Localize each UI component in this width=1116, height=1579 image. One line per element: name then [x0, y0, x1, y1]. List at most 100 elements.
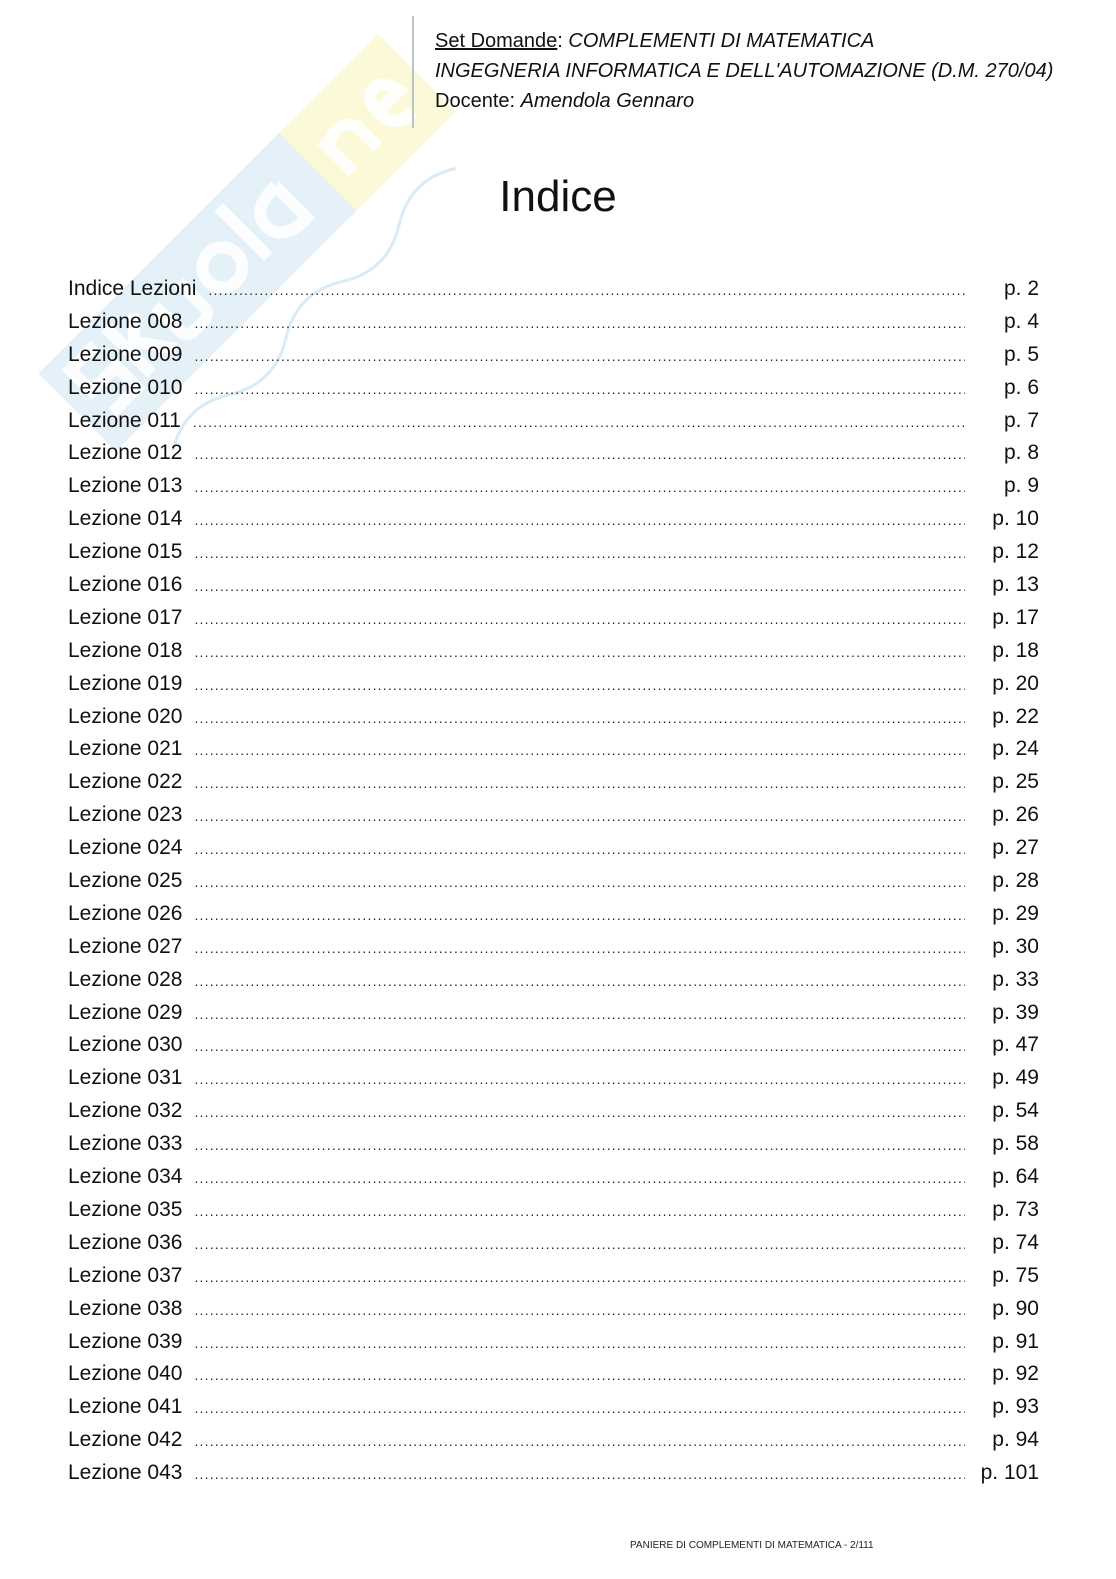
toc-entry-page[interactable]: p. 64 [992, 1165, 1039, 1189]
toc-entry-label[interactable]: Lezione 031 [68, 1066, 183, 1090]
toc-entry[interactable]: Lezione 037 p. 75 [68, 1264, 1039, 1297]
toc-entry-page[interactable]: p. 25 [992, 770, 1039, 794]
toc-entry[interactable]: Lezione 019 p. 20 [68, 672, 1039, 705]
toc-entry-label[interactable]: Lezione 020 [68, 704, 183, 728]
toc-entry-label[interactable]: Lezione 016 [68, 573, 183, 597]
toc-entry-label[interactable]: Lezione 018 [68, 638, 183, 662]
toc-entry-label[interactable]: Lezione 009 [68, 342, 183, 366]
toc-entry[interactable]: Lezione 026 p. 29 [68, 902, 1039, 935]
toc-entry-label[interactable]: Lezione 043 [68, 1461, 183, 1485]
toc-entry-label[interactable]: Lezione 014 [68, 507, 183, 531]
toc-entry-page[interactable]: p. 2 [1003, 277, 1039, 300]
toc-entry[interactable]: Lezione 020 p. 22 [68, 705, 1039, 738]
toc-entry-label[interactable]: Lezione 035 [68, 1197, 183, 1221]
toc-entry[interactable]: Lezione 021 p. 24 [68, 737, 1039, 770]
toc-entry-page[interactable]: p. 49 [992, 1066, 1039, 1090]
toc-entry[interactable]: Lezione 033 p. 58 [68, 1132, 1039, 1165]
toc-entry[interactable]: Lezione 042 p. 94 [68, 1428, 1039, 1461]
toc-entry-label[interactable]: Lezione 022 [68, 770, 183, 794]
toc-entry-label[interactable]: Lezione 023 [68, 803, 183, 827]
toc-entry-page[interactable]: p. 24 [992, 737, 1039, 761]
toc-entry[interactable]: Lezione 016 p. 13 [68, 573, 1039, 606]
toc-entry-label[interactable]: Lezione 010 [68, 375, 183, 399]
toc-entry-page[interactable]: p. 4 [1003, 309, 1039, 333]
toc-entry[interactable]: Lezione 008 p. 4 [68, 310, 1039, 343]
toc-entry-page[interactable]: p. 20 [992, 671, 1039, 695]
toc-entry-page[interactable]: p. 94 [992, 1428, 1039, 1452]
toc-entry-page[interactable]: p. 28 [992, 869, 1039, 893]
toc-entry-label[interactable]: Lezione 034 [68, 1165, 183, 1189]
toc-entry-page[interactable]: p. 29 [992, 901, 1039, 925]
toc-entry-label[interactable]: Lezione 012 [68, 441, 183, 465]
toc-entry[interactable]: Lezione 039 p. 91 [68, 1330, 1039, 1363]
toc-entry[interactable]: Lezione 040 p. 92 [68, 1362, 1039, 1395]
toc-entry-page[interactable]: p. 5 [1003, 342, 1039, 366]
toc-entry-label[interactable]: Lezione 042 [68, 1428, 183, 1452]
toc-entry[interactable]: Lezione 032 p. 54 [68, 1099, 1039, 1132]
toc-entry[interactable]: Lezione 013 p. 9 [68, 474, 1039, 507]
toc-entry-label[interactable]: Lezione 019 [68, 671, 183, 695]
toc-entry-page[interactable]: p. 26 [992, 803, 1039, 827]
toc-entry[interactable]: Lezione 041 p. 93 [68, 1395, 1039, 1428]
toc-entry-page[interactable]: p. 30 [992, 934, 1039, 958]
toc-entry-page[interactable]: p. 12 [992, 540, 1039, 564]
toc-entry[interactable]: Lezione 043 p. 101 [68, 1461, 1039, 1494]
toc-entry[interactable]: Lezione 025 p. 28 [68, 869, 1039, 902]
toc-entry[interactable]: Lezione 023 p. 26 [68, 803, 1039, 836]
toc-entry-label[interactable]: Lezione 017 [68, 605, 183, 629]
toc-entry-page[interactable]: p. 33 [992, 967, 1039, 991]
toc-entry-page[interactable]: p. 54 [992, 1099, 1039, 1123]
toc-entry-label[interactable]: Lezione 033 [68, 1132, 183, 1156]
toc-entry-label[interactable]: Lezione 008 [68, 309, 183, 333]
toc-entry[interactable]: Indice Lezioni p. 2 [68, 277, 1039, 310]
toc-entry-label[interactable]: Lezione 015 [68, 540, 183, 564]
toc-entry[interactable]: Lezione 014 p. 10 [68, 507, 1039, 540]
toc-entry-page[interactable]: p. 7 [1003, 408, 1039, 432]
toc-entry[interactable]: Lezione 010 p. 6 [68, 376, 1039, 409]
toc-entry-label[interactable]: Lezione 021 [68, 737, 183, 761]
toc-entry-label[interactable]: Indice Lezioni [68, 277, 197, 300]
toc-entry-page[interactable]: p. 18 [992, 638, 1039, 662]
toc-entry-label[interactable]: Lezione 029 [68, 1000, 183, 1024]
toc-entry-page[interactable]: p. 90 [992, 1296, 1039, 1320]
toc-entry-label[interactable]: Lezione 037 [68, 1263, 183, 1287]
toc-entry-label[interactable]: Lezione 040 [68, 1362, 183, 1386]
toc-entry[interactable]: Lezione 018 p. 18 [68, 639, 1039, 672]
toc-entry-page[interactable]: p. 39 [992, 1000, 1039, 1024]
toc-entry-label[interactable]: Lezione 038 [68, 1296, 183, 1320]
toc-entry-label[interactable]: Lezione 036 [68, 1230, 183, 1254]
toc-entry-label[interactable]: Lezione 030 [68, 1033, 183, 1057]
toc-entry-page[interactable]: p. 6 [1003, 375, 1039, 399]
toc-entry[interactable]: Lezione 035 p. 73 [68, 1198, 1039, 1231]
toc-entry-page[interactable]: p. 10 [992, 507, 1039, 531]
toc-entry-page[interactable]: p. 47 [992, 1033, 1039, 1057]
toc-entry[interactable]: Lezione 009 p. 5 [68, 343, 1039, 376]
toc-entry-label[interactable]: Lezione 041 [68, 1395, 183, 1419]
toc-entry-page[interactable]: p. 101 [980, 1461, 1039, 1485]
toc-entry-page[interactable]: p. 27 [992, 836, 1039, 860]
toc-entry[interactable]: Lezione 028 p. 33 [68, 968, 1039, 1001]
toc-entry-label[interactable]: Lezione 039 [68, 1329, 183, 1353]
toc-entry-page[interactable]: p. 22 [992, 704, 1039, 728]
toc-entry-page[interactable]: p. 75 [992, 1263, 1039, 1287]
toc-entry-page[interactable]: p. 93 [992, 1395, 1039, 1419]
toc-entry[interactable]: Lezione 017 p. 17 [68, 606, 1039, 639]
toc-entry-page[interactable]: p. 73 [992, 1197, 1039, 1221]
toc-entry[interactable]: Lezione 036 p. 74 [68, 1231, 1039, 1264]
toc-entry[interactable]: Lezione 030 p. 47 [68, 1033, 1039, 1066]
toc-entry-page[interactable]: p. 74 [992, 1230, 1039, 1254]
toc-entry[interactable]: Lezione 022 p. 25 [68, 770, 1039, 803]
toc-entry[interactable]: Lezione 024 p. 27 [68, 836, 1039, 869]
toc-entry[interactable]: Lezione 034 p. 64 [68, 1165, 1039, 1198]
toc-entry-label[interactable]: Lezione 013 [68, 474, 183, 498]
toc-entry[interactable]: Lezione 011 p. 7 [68, 409, 1039, 442]
toc-entry-page[interactable]: p. 9 [1003, 474, 1039, 498]
toc-entry-label[interactable]: Lezione 028 [68, 967, 183, 991]
toc-entry-page[interactable]: p. 17 [992, 605, 1039, 629]
toc-entry-label[interactable]: Lezione 025 [68, 869, 183, 893]
toc-entry-label[interactable]: Lezione 032 [68, 1099, 183, 1123]
toc-entry[interactable]: Lezione 012 p. 8 [68, 441, 1039, 474]
toc-entry-label[interactable]: Lezione 024 [68, 836, 183, 860]
toc-entry[interactable]: Lezione 015 p. 12 [68, 540, 1039, 573]
toc-entry-page[interactable]: p. 92 [992, 1362, 1039, 1386]
